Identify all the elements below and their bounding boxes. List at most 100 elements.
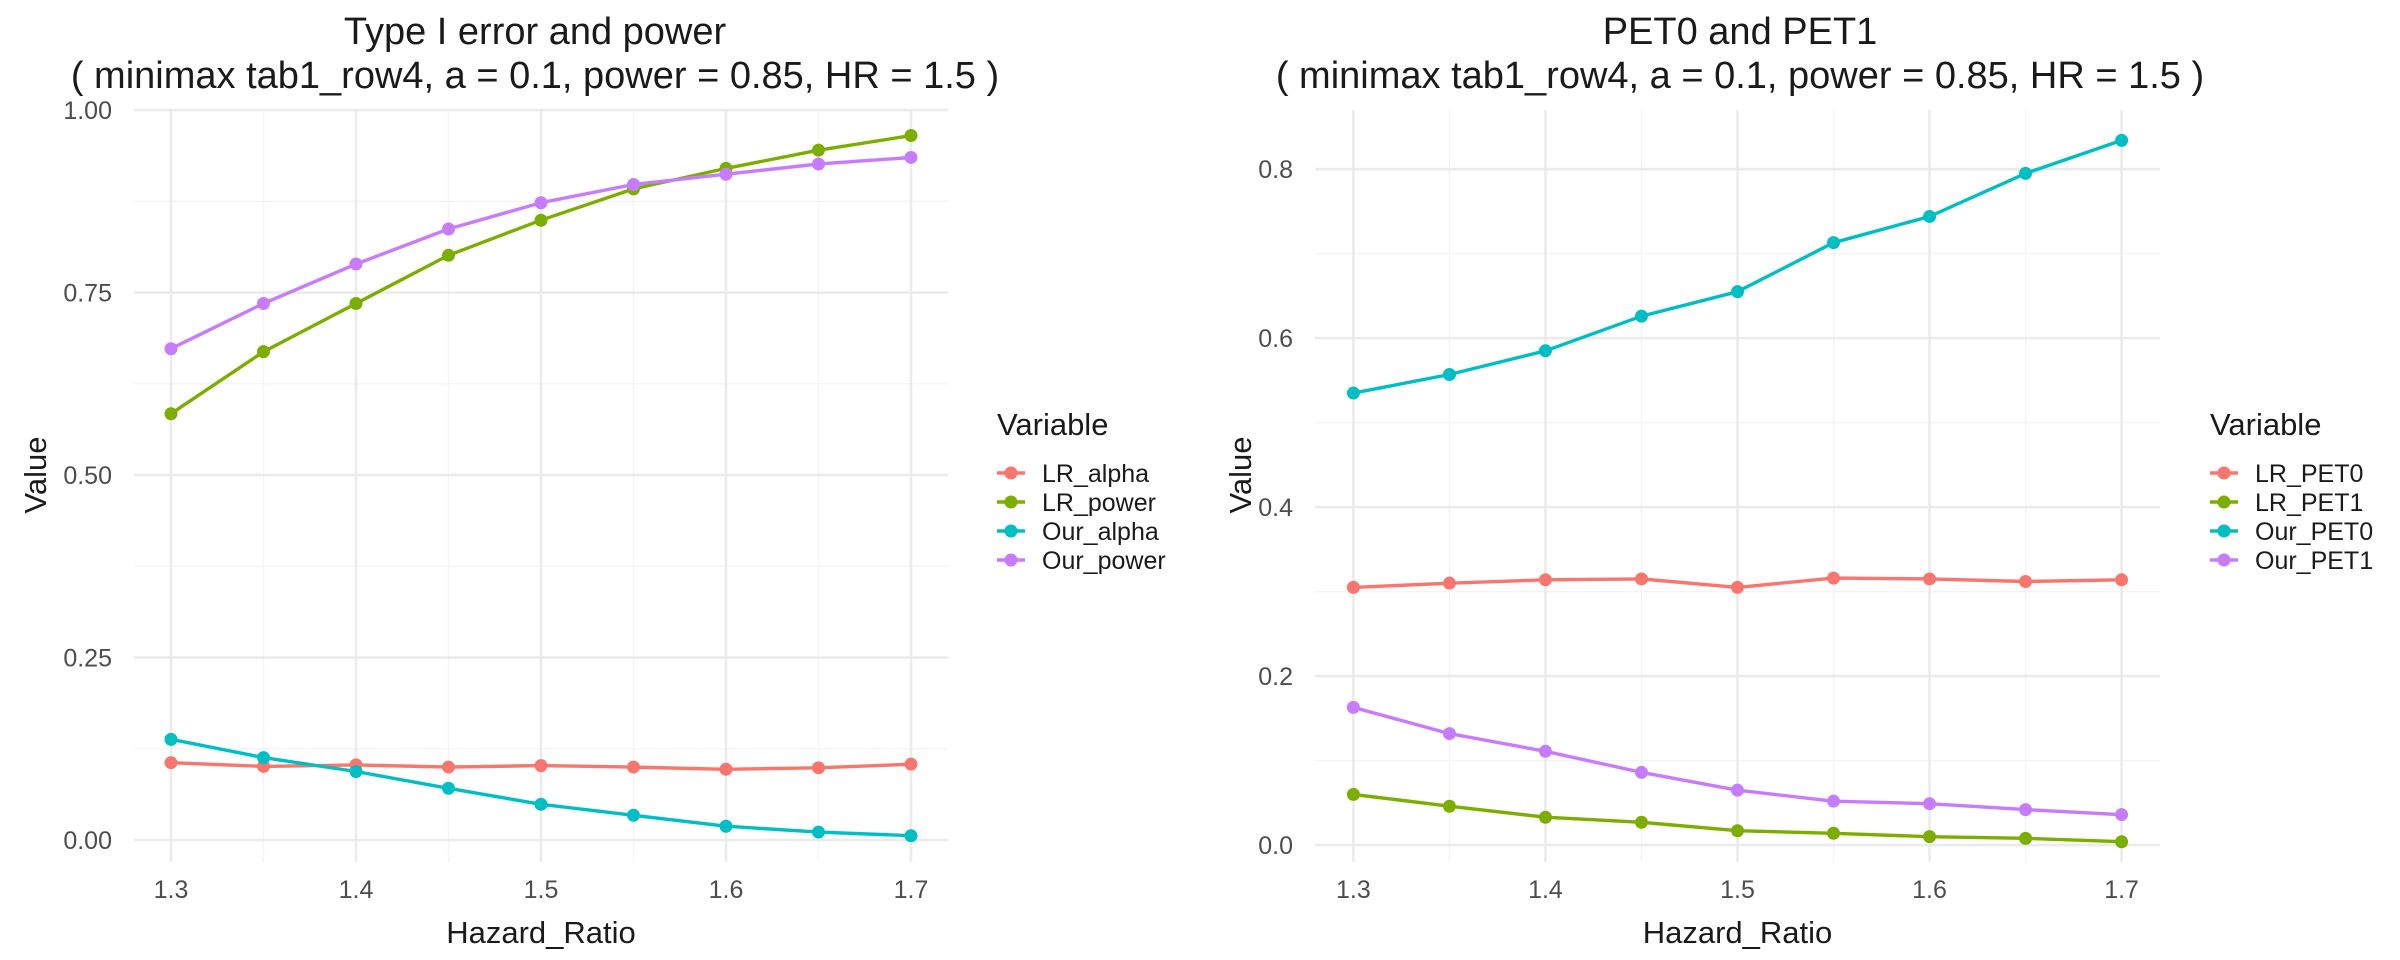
series-Our_alpha: [164, 732, 918, 843]
data-point-LR_PET0: [2115, 573, 2129, 587]
data-point-Our_PET1: [2019, 803, 2033, 817]
data-point-Our_alpha: [904, 829, 918, 843]
legend-key-point: [2217, 524, 2231, 538]
series-LR_PET0: [1346, 571, 2129, 594]
data-point-LR_alpha: [442, 760, 455, 774]
legend-key-point: [2217, 466, 2231, 480]
data-point-LR_PET1: [1346, 787, 1360, 801]
series-Our_PET0: [1346, 133, 2129, 400]
data-point-Our_PET0: [1538, 344, 1552, 358]
chart-panel-1: 0.00 0.25 0.50 0.75 1.00 1.3 1.4 1.5 1.6 1.7 Type …: [18, 11, 1165, 950]
chart-panel-2: 0.0 0.2 0.4 0.6 0.8 1.3 1.4 1.5 1.6 1.7 PET0 and P…: [1223, 11, 2373, 950]
y-tick-label: 0.50: [63, 462, 112, 490]
data-point-Our_PET1: [1538, 744, 1552, 758]
series-LR_PET1: [1346, 787, 2129, 849]
x-tick-label: 1.7: [894, 876, 929, 904]
legend-item-label: LR_alpha: [1042, 460, 1149, 488]
data-point-Our_alpha: [257, 751, 270, 765]
y-axis-label: Value: [1223, 437, 1258, 514]
data-point-Our_alpha: [442, 781, 455, 795]
data-point-LR_PET0: [1442, 576, 1456, 590]
x-tick-label: 1.4: [339, 876, 374, 904]
legend-title: Variable: [997, 407, 1108, 442]
x-axis-label: Hazard_Ratio: [1643, 915, 1833, 950]
data-point-Our_PET1: [1634, 765, 1648, 779]
legend-item-label: Our_PET0: [2255, 518, 2373, 546]
x-tick-label: 1.5: [524, 876, 559, 904]
legend-key-point: [2217, 553, 2231, 567]
data-point-LR_power: [442, 248, 455, 262]
legend-key-point: [2217, 495, 2231, 509]
data-point-LR_PET1: [1634, 815, 1648, 829]
x-tick-label: 1.6: [1912, 876, 1947, 904]
chart-title: Type I error and power: [344, 11, 727, 53]
x-tick-label: 1.3: [1336, 876, 1371, 904]
data-point-LR_alpha: [719, 762, 733, 776]
data-point-LR_PET1: [2115, 835, 2129, 849]
y-tick-label: 0.00: [63, 827, 112, 855]
legend: Variable LR_alphaLR_powerOur_alphaOur_pow…: [997, 407, 1166, 575]
data-point-LR_alpha: [812, 761, 825, 775]
legend-key-point: [1004, 553, 1018, 567]
data-point-LR_power: [257, 345, 270, 359]
data-point-Our_PET0: [1634, 309, 1648, 323]
data-point-LR_alpha: [627, 760, 640, 774]
data-point-Our_power: [627, 177, 640, 191]
series-Our_PET1: [1346, 700, 2129, 822]
data-point-Our_power: [442, 222, 455, 236]
x-tick-label: 1.6: [709, 876, 744, 904]
x-tick-label: 1.7: [2104, 876, 2139, 904]
data-point-Our_PET0: [1731, 285, 1744, 299]
data-point-Our_power: [812, 157, 825, 171]
data-point-LR_alpha: [164, 756, 178, 770]
data-point-Our_PET1: [1923, 797, 1937, 811]
data-point-Our_alpha: [719, 819, 733, 833]
series-LR_alpha: [164, 756, 918, 776]
data-point-Our_power: [164, 342, 178, 356]
legend-item-label: LR_PET1: [2255, 489, 2363, 517]
y-tick-label: 0.2: [1258, 663, 1293, 691]
y-tick-label: 0.0: [1258, 832, 1293, 860]
data-point-LR_PET1: [1442, 799, 1456, 813]
data-point-LR_PET1: [1538, 810, 1552, 824]
y-tick-label: 0.75: [63, 280, 112, 308]
y-tick-label: 0.25: [63, 645, 112, 673]
data-point-LR_PET1: [2019, 831, 2033, 845]
data-point-LR_power: [534, 213, 548, 227]
chart-subtitle: ( minimax tab1_row4, a = 0.1, power = 0.…: [1276, 55, 2204, 97]
legend-item-label: LR_power: [1042, 489, 1156, 517]
x-axis-label: Hazard_Ratio: [446, 915, 636, 950]
data-point-Our_power: [904, 150, 918, 164]
chart-title: PET0 and PET1: [1603, 11, 1878, 53]
gridlines: [1315, 110, 2160, 862]
data-point-Our_alpha: [164, 732, 178, 746]
data-point-LR_alpha: [534, 759, 548, 773]
data-point-Our_PET1: [1731, 783, 1744, 797]
data-point-LR_PET0: [1923, 572, 1937, 586]
data-point-Our_power: [257, 296, 270, 310]
data-point-LR_power: [349, 296, 363, 310]
x-tick-label: 1.5: [1720, 876, 1755, 904]
legend-item-label: Our_power: [1042, 547, 1166, 575]
data-point-Our_PET0: [2115, 133, 2129, 147]
data-point-LR_PET0: [2019, 574, 2033, 588]
data-point-Our_alpha: [812, 825, 825, 839]
legend-key-point: [1004, 495, 1018, 509]
data-point-LR_power: [904, 129, 918, 143]
data-point-LR_PET0: [1827, 571, 1841, 585]
legend-item-label: Our_alpha: [1042, 518, 1159, 546]
data-point-LR_power: [164, 407, 178, 421]
x-tick-label: 1.4: [1528, 876, 1563, 904]
data-point-LR_power: [812, 143, 825, 157]
y-tick-label: 0.4: [1258, 494, 1293, 522]
y-tick-label: 0.8: [1258, 156, 1293, 184]
data-point-LR_PET0: [1731, 580, 1744, 594]
data-point-LR_PET0: [1634, 572, 1648, 586]
chart-subtitle: ( minimax tab1_row4, a = 0.1, power = 0.…: [71, 55, 999, 97]
data-point-Our_power: [349, 257, 363, 271]
y-axis-label: Value: [18, 437, 53, 514]
legend-key-point: [1004, 524, 1018, 538]
data-point-Our_power: [719, 167, 733, 181]
legend-item-label: Our_PET1: [2255, 547, 2373, 575]
data-point-Our_alpha: [627, 808, 640, 822]
